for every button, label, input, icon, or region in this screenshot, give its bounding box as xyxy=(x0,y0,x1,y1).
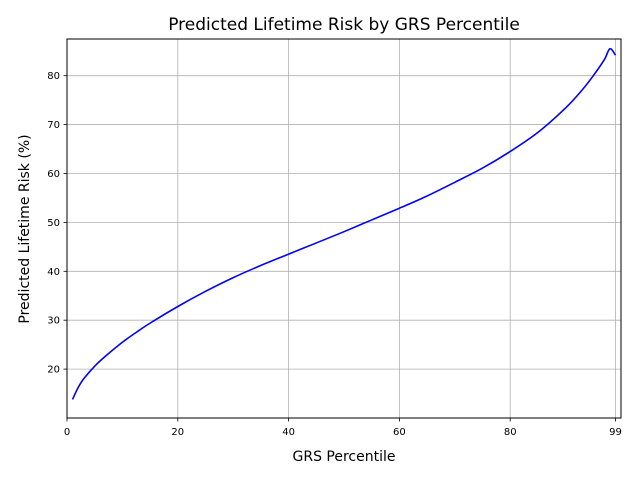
x-axis-title: GRS Percentile xyxy=(293,449,396,465)
chart-title: Predicted Lifetime Risk by GRS Percentil… xyxy=(168,15,520,35)
x-tick-label: 60 xyxy=(393,427,406,438)
y-tick-label: 80 xyxy=(47,71,60,82)
grid-lines xyxy=(66,39,621,418)
y-axis: 20 30 40 50 60 70 80 xyxy=(47,71,67,376)
x-axis: 0 20 40 60 80 99 xyxy=(64,418,622,438)
x-tick-label: 80 xyxy=(504,427,517,438)
plot-frame xyxy=(66,38,622,419)
y-tick-label: 70 xyxy=(47,120,60,131)
x-tick-label: 20 xyxy=(171,427,184,438)
y-tick-label: 20 xyxy=(47,365,60,376)
y-tick-label: 40 xyxy=(47,267,60,278)
y-axis-title: Predicted Lifetime Risk (%) xyxy=(17,134,33,323)
y-tick-label: 60 xyxy=(47,169,60,180)
y-tick-label: 50 xyxy=(47,218,60,229)
y-tick-label: 30 xyxy=(47,316,60,327)
x-tick-label: 40 xyxy=(282,427,295,438)
series-line xyxy=(71,47,617,400)
x-tick-label: 0 xyxy=(64,427,70,438)
x-tick-label: 99 xyxy=(609,427,622,438)
